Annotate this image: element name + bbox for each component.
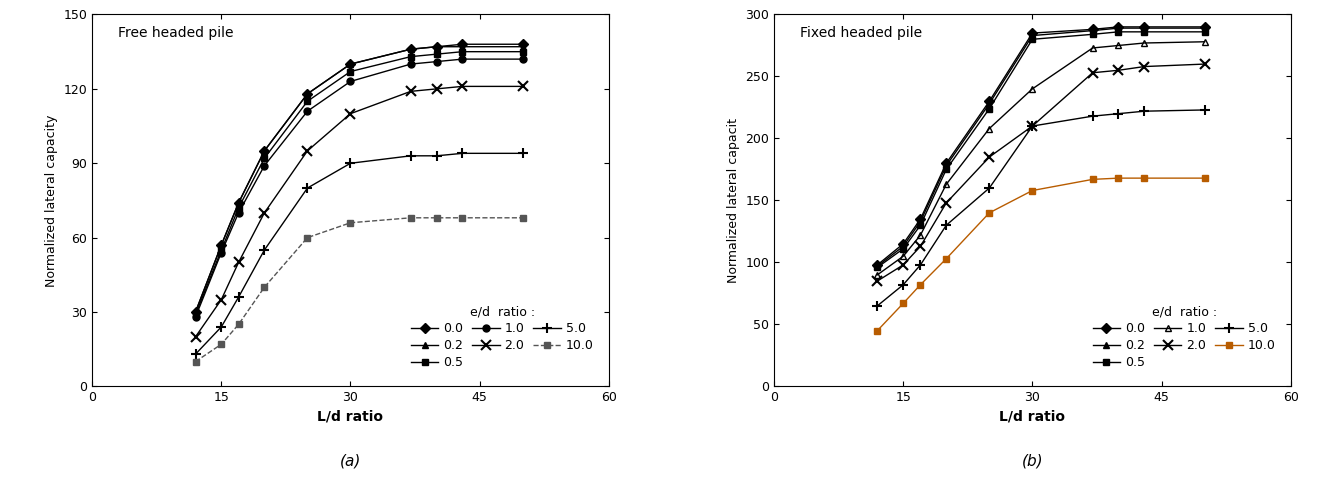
Legend: 0.0, 0.2, 0.5, 1.0, 2.0, 5.0, 10.0: 0.0, 0.2, 0.5, 1.0, 2.0, 5.0, 10.0 bbox=[407, 302, 598, 373]
Text: (b): (b) bbox=[1022, 454, 1043, 469]
Text: Free headed pile: Free headed pile bbox=[119, 26, 233, 40]
Text: Fixed headed pile: Fixed headed pile bbox=[799, 26, 922, 40]
X-axis label: L/d ratio: L/d ratio bbox=[317, 410, 383, 424]
Y-axis label: Normalized lateral capacit: Normalized lateral capacit bbox=[727, 118, 740, 283]
Text: (a): (a) bbox=[340, 454, 361, 469]
Legend: 0.0, 0.2, 0.5, 1.0, 2.0, 5.0, 10.0: 0.0, 0.2, 0.5, 1.0, 2.0, 5.0, 10.0 bbox=[1089, 302, 1279, 373]
Y-axis label: Normalized lateral capacity: Normalized lateral capacity bbox=[45, 114, 58, 286]
X-axis label: L/d ratio: L/d ratio bbox=[1000, 410, 1065, 424]
